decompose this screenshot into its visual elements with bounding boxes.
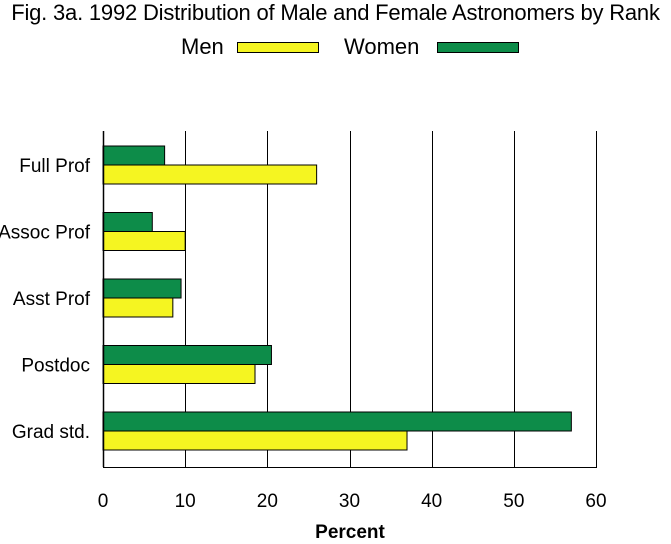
x-tick-label: 30 xyxy=(339,491,360,512)
x-tick-label: 50 xyxy=(503,491,524,512)
legend-label-women: Women xyxy=(344,34,420,59)
bar-men-2 xyxy=(102,297,174,318)
x-tick-label: 10 xyxy=(175,491,196,512)
y-tick-label: Asst Prof xyxy=(13,289,91,310)
bar-men-4 xyxy=(102,430,408,451)
x-tick-label: 20 xyxy=(257,491,278,512)
legend-label-men: Men xyxy=(181,34,224,59)
y-tick-label: Grad std. xyxy=(12,422,90,443)
bar-women-1 xyxy=(102,212,153,232)
x-axis-title: Percent xyxy=(315,522,385,543)
legend-swatch-women xyxy=(437,42,519,53)
bar-men-3 xyxy=(102,364,256,384)
bar-women-0 xyxy=(102,145,166,166)
y-tick-label: Assoc Prof xyxy=(0,223,91,244)
chart-title: Fig. 3a. 1992 Distribution of Male and F… xyxy=(11,0,660,25)
y-tick-label: Full Prof xyxy=(19,156,90,177)
bar-women-2 xyxy=(102,278,182,299)
x-tick-label: 0 xyxy=(98,491,109,512)
x-tick-label: 40 xyxy=(421,491,442,512)
bar-women-3 xyxy=(102,345,272,365)
legend: Men Women xyxy=(0,34,671,62)
bar-men-1 xyxy=(102,231,186,251)
bar-men-0 xyxy=(102,164,318,185)
legend-swatch-men xyxy=(237,42,319,53)
bar-women-4 xyxy=(102,411,572,432)
y-tick-label: Postdoc xyxy=(21,356,90,377)
x-tick-label: 60 xyxy=(585,491,606,512)
